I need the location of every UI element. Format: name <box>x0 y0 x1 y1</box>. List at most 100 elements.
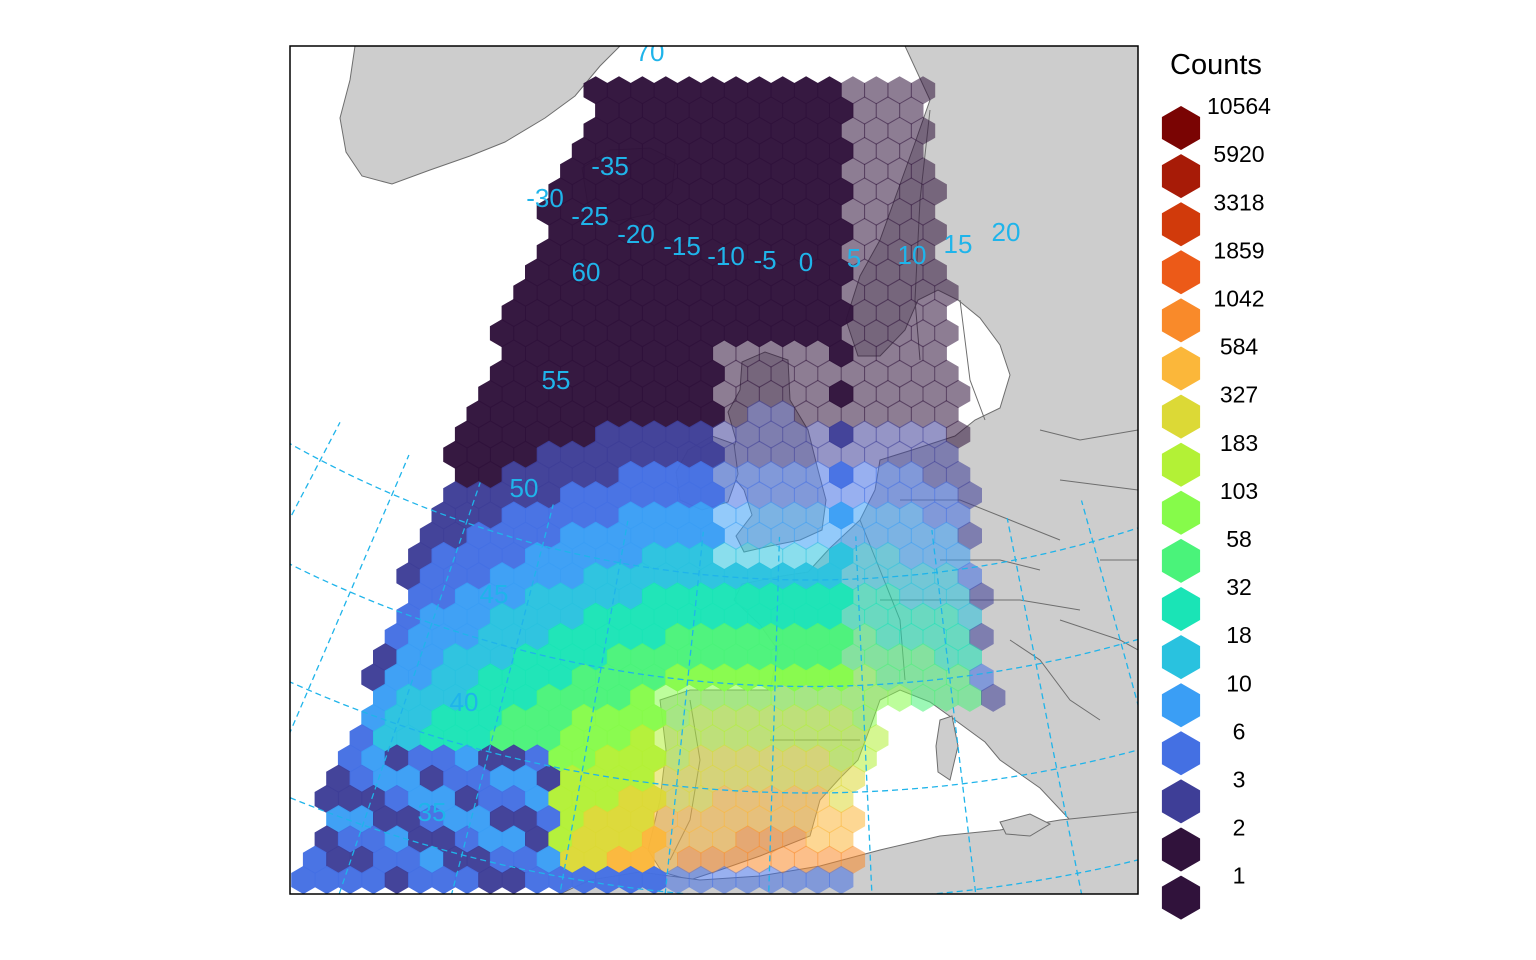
hexbin-cell <box>899 420 924 449</box>
hexbin-cell <box>653 481 678 510</box>
hexbin-cell <box>793 602 819 631</box>
hexbin-cell <box>735 177 760 206</box>
hexbin-cell <box>571 379 597 409</box>
hexbin-cell <box>431 825 456 854</box>
hexbin-cell <box>583 76 608 105</box>
hexbin-cell <box>513 400 538 429</box>
hexbin-cell <box>723 764 749 793</box>
hexbin-cell <box>817 643 842 672</box>
legend-label: 6 <box>1233 718 1246 744</box>
hexbin-cell <box>852 177 877 206</box>
mediterranean-islands <box>935 715 1052 837</box>
hexbin-cell <box>829 460 854 490</box>
hexbin-cell <box>677 76 702 105</box>
hexbin-cell <box>454 420 480 449</box>
hexbin-cell <box>910 562 936 591</box>
hexbin-cell <box>817 562 842 591</box>
hexbin-cell <box>677 359 702 388</box>
hexbin-cell <box>747 319 772 348</box>
hexbin-cell <box>805 744 830 773</box>
hexbin-cell <box>454 501 480 530</box>
hexbin-cell <box>630 764 655 793</box>
hexbin-cell <box>677 116 702 145</box>
legend-hexagon <box>1161 154 1201 199</box>
longitude-label: 15 <box>944 229 973 259</box>
hexbin-cell <box>630 602 655 631</box>
hexbin-cell <box>513 562 538 591</box>
hexbin-cell <box>817 481 842 510</box>
hexbin-cell <box>618 420 643 449</box>
hexbin-cell <box>758 96 784 125</box>
hexbin-cell <box>864 319 889 348</box>
hexbin-cell <box>782 744 807 773</box>
hexbin-cell <box>782 96 807 125</box>
hexbin-cell <box>829 298 854 328</box>
hexbin-cell <box>840 521 866 550</box>
hexbin-cell <box>829 744 854 773</box>
hexbin-cell <box>677 157 702 186</box>
hexbin-cell <box>700 764 725 793</box>
hexbin-cell <box>653 683 678 712</box>
hexbin-cell <box>466 805 491 834</box>
hexbin-cell <box>829 136 854 166</box>
hexbin-cell <box>525 622 550 652</box>
hexbin-cell <box>805 501 830 530</box>
hexbin-cell <box>712 136 737 166</box>
graticule: -35 -30-25 -20 -15 -10 -5 0 5 10 15 20 70 60 55 50 45 40… <box>0 37 1536 960</box>
hexbin-cell <box>723 481 749 510</box>
legend-label: 3318 <box>1213 189 1264 215</box>
hexbin-cell <box>536 359 562 388</box>
hexbin-cell <box>595 703 620 733</box>
hexbin-cell <box>840 238 866 267</box>
hexbin-cell <box>747 764 772 793</box>
hexbin-cell <box>431 501 456 530</box>
hexbin-cell <box>466 400 491 429</box>
hexbin-cell <box>700 278 725 307</box>
hexbin-cell <box>525 420 550 449</box>
graticule-latitude-line <box>0 895 1536 960</box>
hexbin-cell <box>548 298 573 328</box>
hexbin-cell <box>817 764 842 793</box>
hexbin-cell <box>957 481 982 510</box>
hexbin-cell <box>618 96 643 125</box>
legend-hexagon <box>1161 250 1201 295</box>
hexbin-cell <box>875 379 901 409</box>
hexbin-cell <box>805 784 830 814</box>
hexbin-cell <box>478 420 503 449</box>
hexbin-cell <box>489 683 515 712</box>
legend-label: 1 <box>1233 863 1246 889</box>
hexbin-cell <box>560 319 585 348</box>
hexbin-cell <box>922 379 947 409</box>
hexbin-cell <box>501 582 526 611</box>
hexbin-cell <box>408 541 433 571</box>
hexbin-cell <box>513 481 538 510</box>
legend-hexagon <box>1161 298 1201 343</box>
hexbin-cell <box>864 238 889 267</box>
hexbin-cell <box>373 845 398 874</box>
hexbin-cell <box>677 805 702 834</box>
hexbin-cell <box>758 744 784 773</box>
hexbin-cell <box>805 663 830 692</box>
hexbin-cell <box>641 96 667 125</box>
hexbin-cell <box>840 359 866 388</box>
hexbin-cell <box>829 663 854 692</box>
hexbin-cell <box>548 501 573 530</box>
hexbin-cell <box>478 703 503 733</box>
hexbin-cell <box>875 339 901 368</box>
legend-label: 1859 <box>1213 237 1264 263</box>
hexbin-cell <box>653 643 678 672</box>
hexbin-cell <box>887 643 912 672</box>
hexbin-cell <box>361 703 386 733</box>
hexbin-cell <box>408 744 433 773</box>
hexbin-cell <box>630 521 655 550</box>
hexbin-cell <box>758 703 784 733</box>
latitude-label: 70 <box>636 37 665 67</box>
hexbin-cell <box>595 379 620 409</box>
hexbin-cell <box>723 116 749 145</box>
hexbin-cell <box>419 602 445 631</box>
hexbin-cell <box>653 359 678 388</box>
hexbin-cell <box>735 217 760 247</box>
hexbin-cell <box>431 703 456 733</box>
hexbin-cell <box>349 724 375 753</box>
hexbin-cell <box>595 541 620 571</box>
